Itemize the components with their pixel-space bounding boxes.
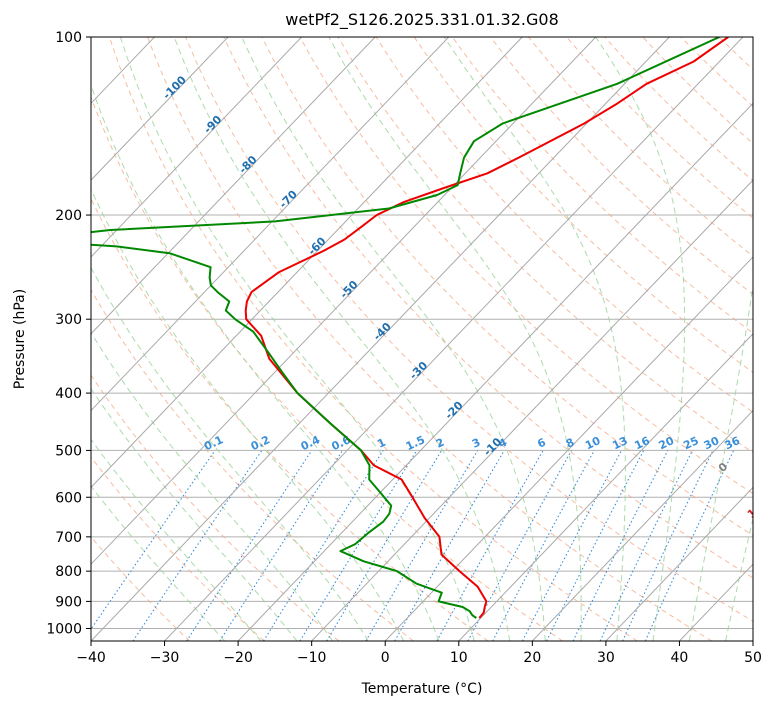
moist-adiabat (328, 37, 582, 641)
dry-adiabat (223, 37, 753, 579)
dry-adiabats (91, 37, 753, 641)
x-tick-label: 30 (597, 650, 615, 666)
moist-adiabat (91, 387, 298, 641)
mixing-ratio-line (91, 450, 216, 631)
moist-adiabat (688, 281, 753, 641)
dry-adiabat (91, 288, 414, 641)
mixing-ratio-line (219, 450, 344, 641)
y-tick-label: 700 (55, 530, 82, 546)
isotherm (164, 37, 744, 641)
x-axis-ticks: −40 −30 −20 −10 0 10 20 30 40 50 (76, 641, 762, 666)
x-tick-label: 50 (744, 650, 762, 666)
x-tick-label: 10 (450, 650, 468, 666)
y-axis-ticks: 100 200 300 400 500 600 700 800 900 1000 (46, 30, 91, 637)
isotherm (91, 37, 450, 412)
dry-adiabat (451, 37, 753, 334)
dewpoint-profile-line (91, 37, 720, 619)
isotherm (91, 37, 229, 181)
mixing-ratio-line (546, 450, 645, 641)
pressure-gridlines (91, 37, 753, 629)
x-tick-label: −20 (223, 650, 253, 666)
chart-title: wetPf2_S126.2025.331.01.32.G08 (285, 10, 559, 30)
y-tick-label: 1000 (46, 621, 82, 637)
mixing-ratio-label: 16 (632, 434, 652, 452)
moist-adiabat (595, 37, 686, 641)
mixing-ratio-label: 25 (681, 434, 700, 452)
y-tick-label: 900 (55, 594, 82, 610)
mixing-ratio-line (299, 450, 418, 641)
y-tick-label: 800 (55, 564, 82, 580)
isotherm (91, 37, 376, 335)
isotherm (458, 333, 753, 641)
dry-adiabat (147, 37, 713, 641)
dry-adiabat (108, 37, 638, 641)
moist-adiabat (443, 37, 626, 641)
mixing-ratio-line (467, 450, 573, 641)
isotherm (91, 37, 597, 565)
mixing-ratio-label: 10 (583, 434, 603, 452)
y-tick-label: 200 (55, 208, 82, 224)
mixing-ratio-label: 13 (610, 434, 629, 452)
moist-adiabat (91, 266, 369, 641)
isotherm (531, 409, 753, 641)
mixing-ratio-line (132, 450, 263, 641)
dry-adiabat (375, 37, 753, 413)
y-tick-label: 400 (55, 386, 82, 402)
moist-adiabat (241, 37, 546, 641)
isotherm (237, 102, 753, 641)
dry-adiabat (91, 95, 563, 641)
plot-frame (90, 36, 754, 642)
dry-adiabat (91, 197, 489, 641)
isotherm (311, 179, 753, 641)
dry-adiabat (299, 37, 753, 495)
x-tick-label: −30 (150, 650, 180, 666)
x-tick-label: 40 (671, 650, 689, 666)
mixing-ratio-label: 30 (702, 434, 722, 452)
y-tick-label: 300 (55, 312, 82, 328)
y-tick-label: 100 (55, 30, 82, 46)
moist-adiabat (91, 83, 440, 641)
moist-adiabat (91, 438, 262, 641)
isotherm (91, 37, 670, 641)
x-tick-label: 0 (381, 650, 390, 666)
mixing-ratio-line (186, 450, 313, 641)
isotherm (91, 37, 523, 489)
x-tick-label: −10 (297, 650, 327, 666)
dry-adiabat (261, 37, 753, 536)
moist-adiabat (725, 516, 753, 641)
moist-adiabat (91, 331, 334, 641)
isotherm (384, 256, 753, 641)
isotherms (91, 37, 753, 641)
moist-adiabat (173, 37, 511, 641)
mixing-ratio-line (436, 450, 544, 641)
mixing-ratio-label: 36 (723, 434, 743, 452)
y-tick-label: 500 (55, 443, 82, 459)
mixing-ratio-label: 20 (657, 434, 677, 452)
y-axis-label: Pressure (hPa) (12, 289, 28, 389)
isotherm (91, 37, 302, 258)
profile-series (91, 37, 729, 619)
isotherm (605, 486, 753, 641)
temperature-profile-line (244, 37, 729, 619)
x-tick-label: 20 (523, 650, 541, 666)
mixing-ratio-line (572, 450, 669, 641)
x-axis-label: Temperature (°C) (361, 681, 483, 697)
y-tick-label: 600 (55, 490, 82, 506)
x-tick-label: −40 (76, 650, 106, 666)
dry-adiabat (185, 37, 753, 622)
dry-adiabat (337, 37, 753, 454)
moist-adiabat-label: 10 (745, 501, 765, 521)
